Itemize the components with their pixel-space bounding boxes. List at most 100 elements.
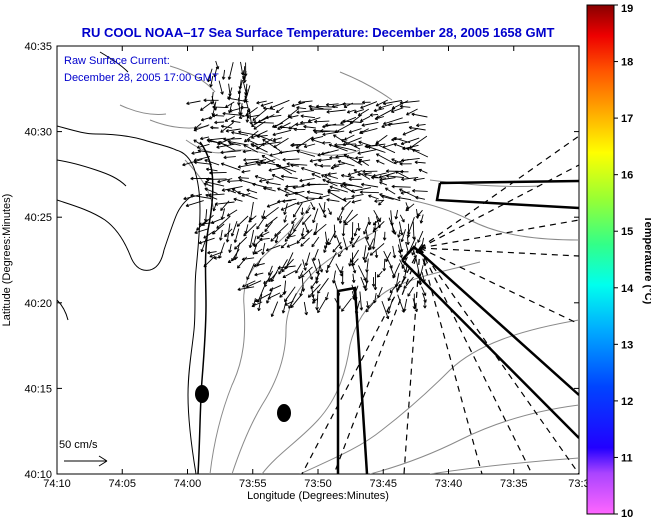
current-vector xyxy=(359,127,378,135)
current-vector xyxy=(308,270,314,280)
current-vector xyxy=(325,264,329,274)
current-vector xyxy=(255,160,267,165)
current-vector xyxy=(302,259,307,271)
current-vector xyxy=(291,217,297,225)
current-vector xyxy=(400,137,420,146)
current-vector xyxy=(391,184,411,189)
current-vector xyxy=(227,256,239,263)
current-vector xyxy=(322,178,338,187)
current-vector xyxy=(363,252,369,263)
current-vector xyxy=(365,301,370,309)
colorbar-ticks: 19 18 17 16 15 14 13 12 11 10 xyxy=(614,3,634,519)
scale-vector-arrow xyxy=(64,455,108,467)
current-vector xyxy=(270,231,282,242)
current-vector xyxy=(375,143,396,154)
current-vector xyxy=(308,104,324,110)
current-vector xyxy=(203,209,208,222)
current-vector xyxy=(341,298,352,312)
colorbar-tick-label: 12 xyxy=(621,396,633,408)
current-vector xyxy=(227,87,233,100)
current-vector xyxy=(256,216,266,230)
scale-vector-label: 50 cm/s xyxy=(59,439,98,451)
current-vector xyxy=(418,168,428,174)
current-vector xyxy=(378,199,384,206)
current-vector xyxy=(252,108,268,121)
current-vector xyxy=(359,291,364,311)
current-vector xyxy=(245,109,250,123)
current-vector xyxy=(208,193,225,197)
shoreline-detail xyxy=(197,141,214,474)
x-tick-label: 73:45 xyxy=(369,478,397,490)
current-vector xyxy=(233,197,243,202)
current-vector xyxy=(387,298,394,314)
current-vector xyxy=(357,265,367,281)
current-vector xyxy=(265,114,282,120)
current-vector xyxy=(243,223,257,237)
current-vector xyxy=(346,109,356,114)
current-vector xyxy=(399,100,420,105)
current-vector xyxy=(412,149,429,158)
current-vector xyxy=(270,301,279,318)
current-vector xyxy=(193,124,210,132)
y-tick-label: 40:25 xyxy=(24,212,52,224)
mooring-marker xyxy=(277,404,291,422)
current-vector xyxy=(312,248,319,262)
current-vector xyxy=(185,200,204,208)
current-vector xyxy=(217,178,233,184)
x-tick-label: 73:35 xyxy=(500,478,528,490)
current-vector xyxy=(423,256,427,267)
current-vector xyxy=(218,80,224,95)
current-vector xyxy=(337,250,343,258)
current-vector xyxy=(340,173,355,178)
current-vector xyxy=(309,107,332,111)
current-vector xyxy=(286,235,296,239)
current-vector xyxy=(333,224,337,239)
current-vector xyxy=(382,100,402,106)
current-vector xyxy=(194,228,208,235)
current-vector xyxy=(310,138,323,144)
current-vector xyxy=(257,159,276,166)
current-vector xyxy=(298,270,304,280)
current-vector xyxy=(280,242,288,249)
current-vector xyxy=(329,185,348,193)
coastline xyxy=(57,51,201,474)
current-vector xyxy=(279,125,297,130)
current-vector xyxy=(231,119,241,124)
current-vector xyxy=(348,128,362,134)
current-vector xyxy=(275,106,284,114)
current-vector xyxy=(233,228,240,243)
current-vector xyxy=(285,184,298,189)
current-vector xyxy=(296,237,303,244)
current-vector xyxy=(237,286,255,292)
current-vector xyxy=(209,75,214,88)
current-vector xyxy=(223,137,242,142)
current-vector xyxy=(254,272,264,277)
current-vector xyxy=(312,208,319,224)
current-vector xyxy=(365,301,375,313)
current-vector xyxy=(215,60,220,70)
current-vector xyxy=(296,110,315,115)
current-vector xyxy=(391,222,396,234)
current-vector xyxy=(268,165,290,172)
x-axis-ticks: 74:10 74:05 74:00 73:55 73:50 73:45 73:40 73:35… xyxy=(43,46,590,490)
current-vector xyxy=(399,250,403,259)
current-vector xyxy=(324,173,339,179)
current-vector xyxy=(224,115,236,122)
current-vector xyxy=(272,137,283,142)
current-vector xyxy=(324,123,345,127)
current-vector xyxy=(243,130,259,143)
current-vector xyxy=(315,272,321,281)
current-vector xyxy=(413,177,425,182)
current-vector xyxy=(226,209,238,217)
current-vector xyxy=(377,286,383,299)
current-vector xyxy=(207,250,217,255)
colorbar xyxy=(586,4,615,515)
current-vector xyxy=(284,229,296,242)
current-label: Raw Surface Current: xyxy=(64,55,170,67)
current-vector xyxy=(317,158,332,163)
current-vector xyxy=(337,208,345,221)
x-tick-label: 73:55 xyxy=(239,478,267,490)
current-vector xyxy=(246,263,255,280)
current-vector xyxy=(344,213,358,226)
